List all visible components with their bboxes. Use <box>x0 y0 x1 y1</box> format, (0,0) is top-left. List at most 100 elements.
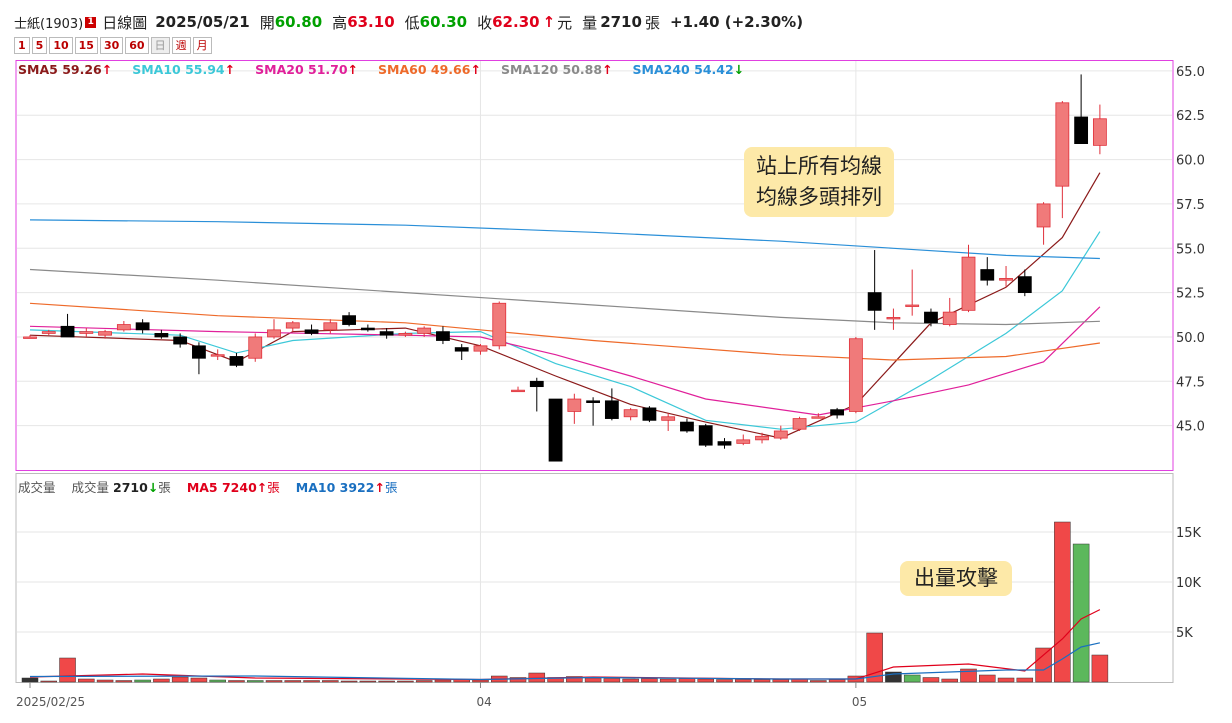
volume-bar <box>810 680 827 683</box>
volume-arrow-icon: ↓ <box>147 480 159 495</box>
legend-vol-ma10: MA10 3922↑張 <box>295 480 398 495</box>
series-line-sma20 <box>29 306 1101 416</box>
candle-body <box>473 345 488 352</box>
legend-volume: 成交量 2710↓張 <box>71 480 171 495</box>
volume-bar <box>697 678 714 683</box>
volume-bar <box>415 680 433 683</box>
candle <box>192 342 206 375</box>
period-15[interactable]: 15 <box>74 37 98 54</box>
series-line-sma60 <box>29 302 1100 361</box>
volume-bar <box>434 679 452 683</box>
candle <box>60 313 75 338</box>
candle <box>23 335 37 339</box>
ma10-arrow-icon: ↑ <box>374 480 385 495</box>
high-value: 63.10 <box>347 13 395 31</box>
period-month[interactable]: 月 <box>192 37 212 54</box>
candle <box>342 312 356 327</box>
volume-bar <box>1072 543 1090 683</box>
candle <box>304 324 319 336</box>
price-tick-label: 52.5 <box>1176 287 1205 302</box>
candle <box>41 329 56 336</box>
volume-panel-title: 成交量 <box>18 480 56 495</box>
candle <box>1017 269 1032 297</box>
candle-body <box>755 435 769 441</box>
candle-body <box>980 269 995 281</box>
volume-ma-line-ma10 <box>29 642 1101 681</box>
price-annotation-line1: 站上所有均線 <box>756 154 882 178</box>
period-60[interactable]: 60 <box>125 37 149 54</box>
candle-body <box>736 439 751 444</box>
volume-bar <box>21 677 39 683</box>
candle <box>961 244 976 313</box>
high-label: 高 <box>332 13 348 32</box>
volume-bar <box>265 680 283 683</box>
candle-body <box>248 336 263 359</box>
candle <box>755 432 769 444</box>
candle-body <box>23 336 37 339</box>
period-day[interactable]: 日 <box>150 37 170 54</box>
x-tick-label: 05 <box>852 695 867 709</box>
candle-body <box>811 416 826 419</box>
volume-bar <box>397 680 414 683</box>
x-tick-label: 2025/02/25 <box>16 695 85 709</box>
volume-annotation: 出量攻擊 <box>900 561 1012 596</box>
candle-body <box>398 333 413 336</box>
candle-body <box>379 331 394 336</box>
volume-bar <box>735 679 752 683</box>
price-tick-label: 62.5 <box>1176 109 1205 124</box>
candle-body <box>135 322 150 331</box>
period-1[interactable]: 1 <box>14 37 30 54</box>
volume-bar <box>1054 521 1071 683</box>
candle <box>323 319 338 334</box>
legend-sma120: SMA120 50.88↑ <box>500 62 613 77</box>
candle-body <box>229 356 244 366</box>
legend-sma60: SMA60 49.66↑ <box>378 62 481 77</box>
candle <box>792 416 807 431</box>
volume-bar <box>603 678 621 683</box>
period-10[interactable]: 10 <box>49 37 73 54</box>
candle-body <box>116 324 131 331</box>
price-tick-label: 55.0 <box>1176 242 1205 257</box>
candle-body <box>924 311 938 324</box>
candle <box>360 324 375 332</box>
candle-body <box>642 407 657 421</box>
volume-bar <box>96 679 114 683</box>
candle-body <box>529 380 544 388</box>
candle <box>248 333 263 362</box>
candle <box>905 269 920 316</box>
sma5-arrow-icon: ↑ <box>101 62 113 77</box>
volume-bar <box>584 677 602 683</box>
candle <box>135 319 150 334</box>
candle-body <box>285 322 300 329</box>
volume-bar <box>866 632 883 683</box>
candle <box>1036 202 1051 245</box>
period-week[interactable]: 週 <box>171 37 191 54</box>
candle <box>285 320 300 332</box>
volume-panel-frame <box>15 473 1174 683</box>
candle <box>492 301 507 350</box>
candle-body <box>342 315 356 325</box>
market-badge: 1 <box>85 16 97 28</box>
volume-bar <box>153 678 170 683</box>
candle <box>454 344 469 361</box>
candle <box>210 349 225 361</box>
candle-body <box>661 416 676 421</box>
candle-body <box>192 345 206 359</box>
volume-bar <box>171 676 189 683</box>
candle <box>924 308 938 327</box>
candle-body <box>436 331 450 341</box>
candle-body <box>999 278 1013 281</box>
volume-bar <box>960 668 977 683</box>
ma-legend: SMA5 59.26↑ SMA10 55.94↑ SMA20 51.70↑ SM… <box>18 62 764 77</box>
candle-body <box>792 418 807 430</box>
candle-body <box>154 333 169 338</box>
volume-bar <box>509 677 527 683</box>
volume-bar <box>828 679 846 683</box>
period-30[interactable]: 30 <box>99 37 124 54</box>
candle-body <box>961 256 976 311</box>
price-tick-label: 45.0 <box>1176 420 1205 435</box>
period-5[interactable]: 5 <box>31 37 48 54</box>
open-label: 開 <box>259 13 275 32</box>
candle-body <box>942 311 957 325</box>
volume-tick-label: 10K <box>1176 576 1202 591</box>
